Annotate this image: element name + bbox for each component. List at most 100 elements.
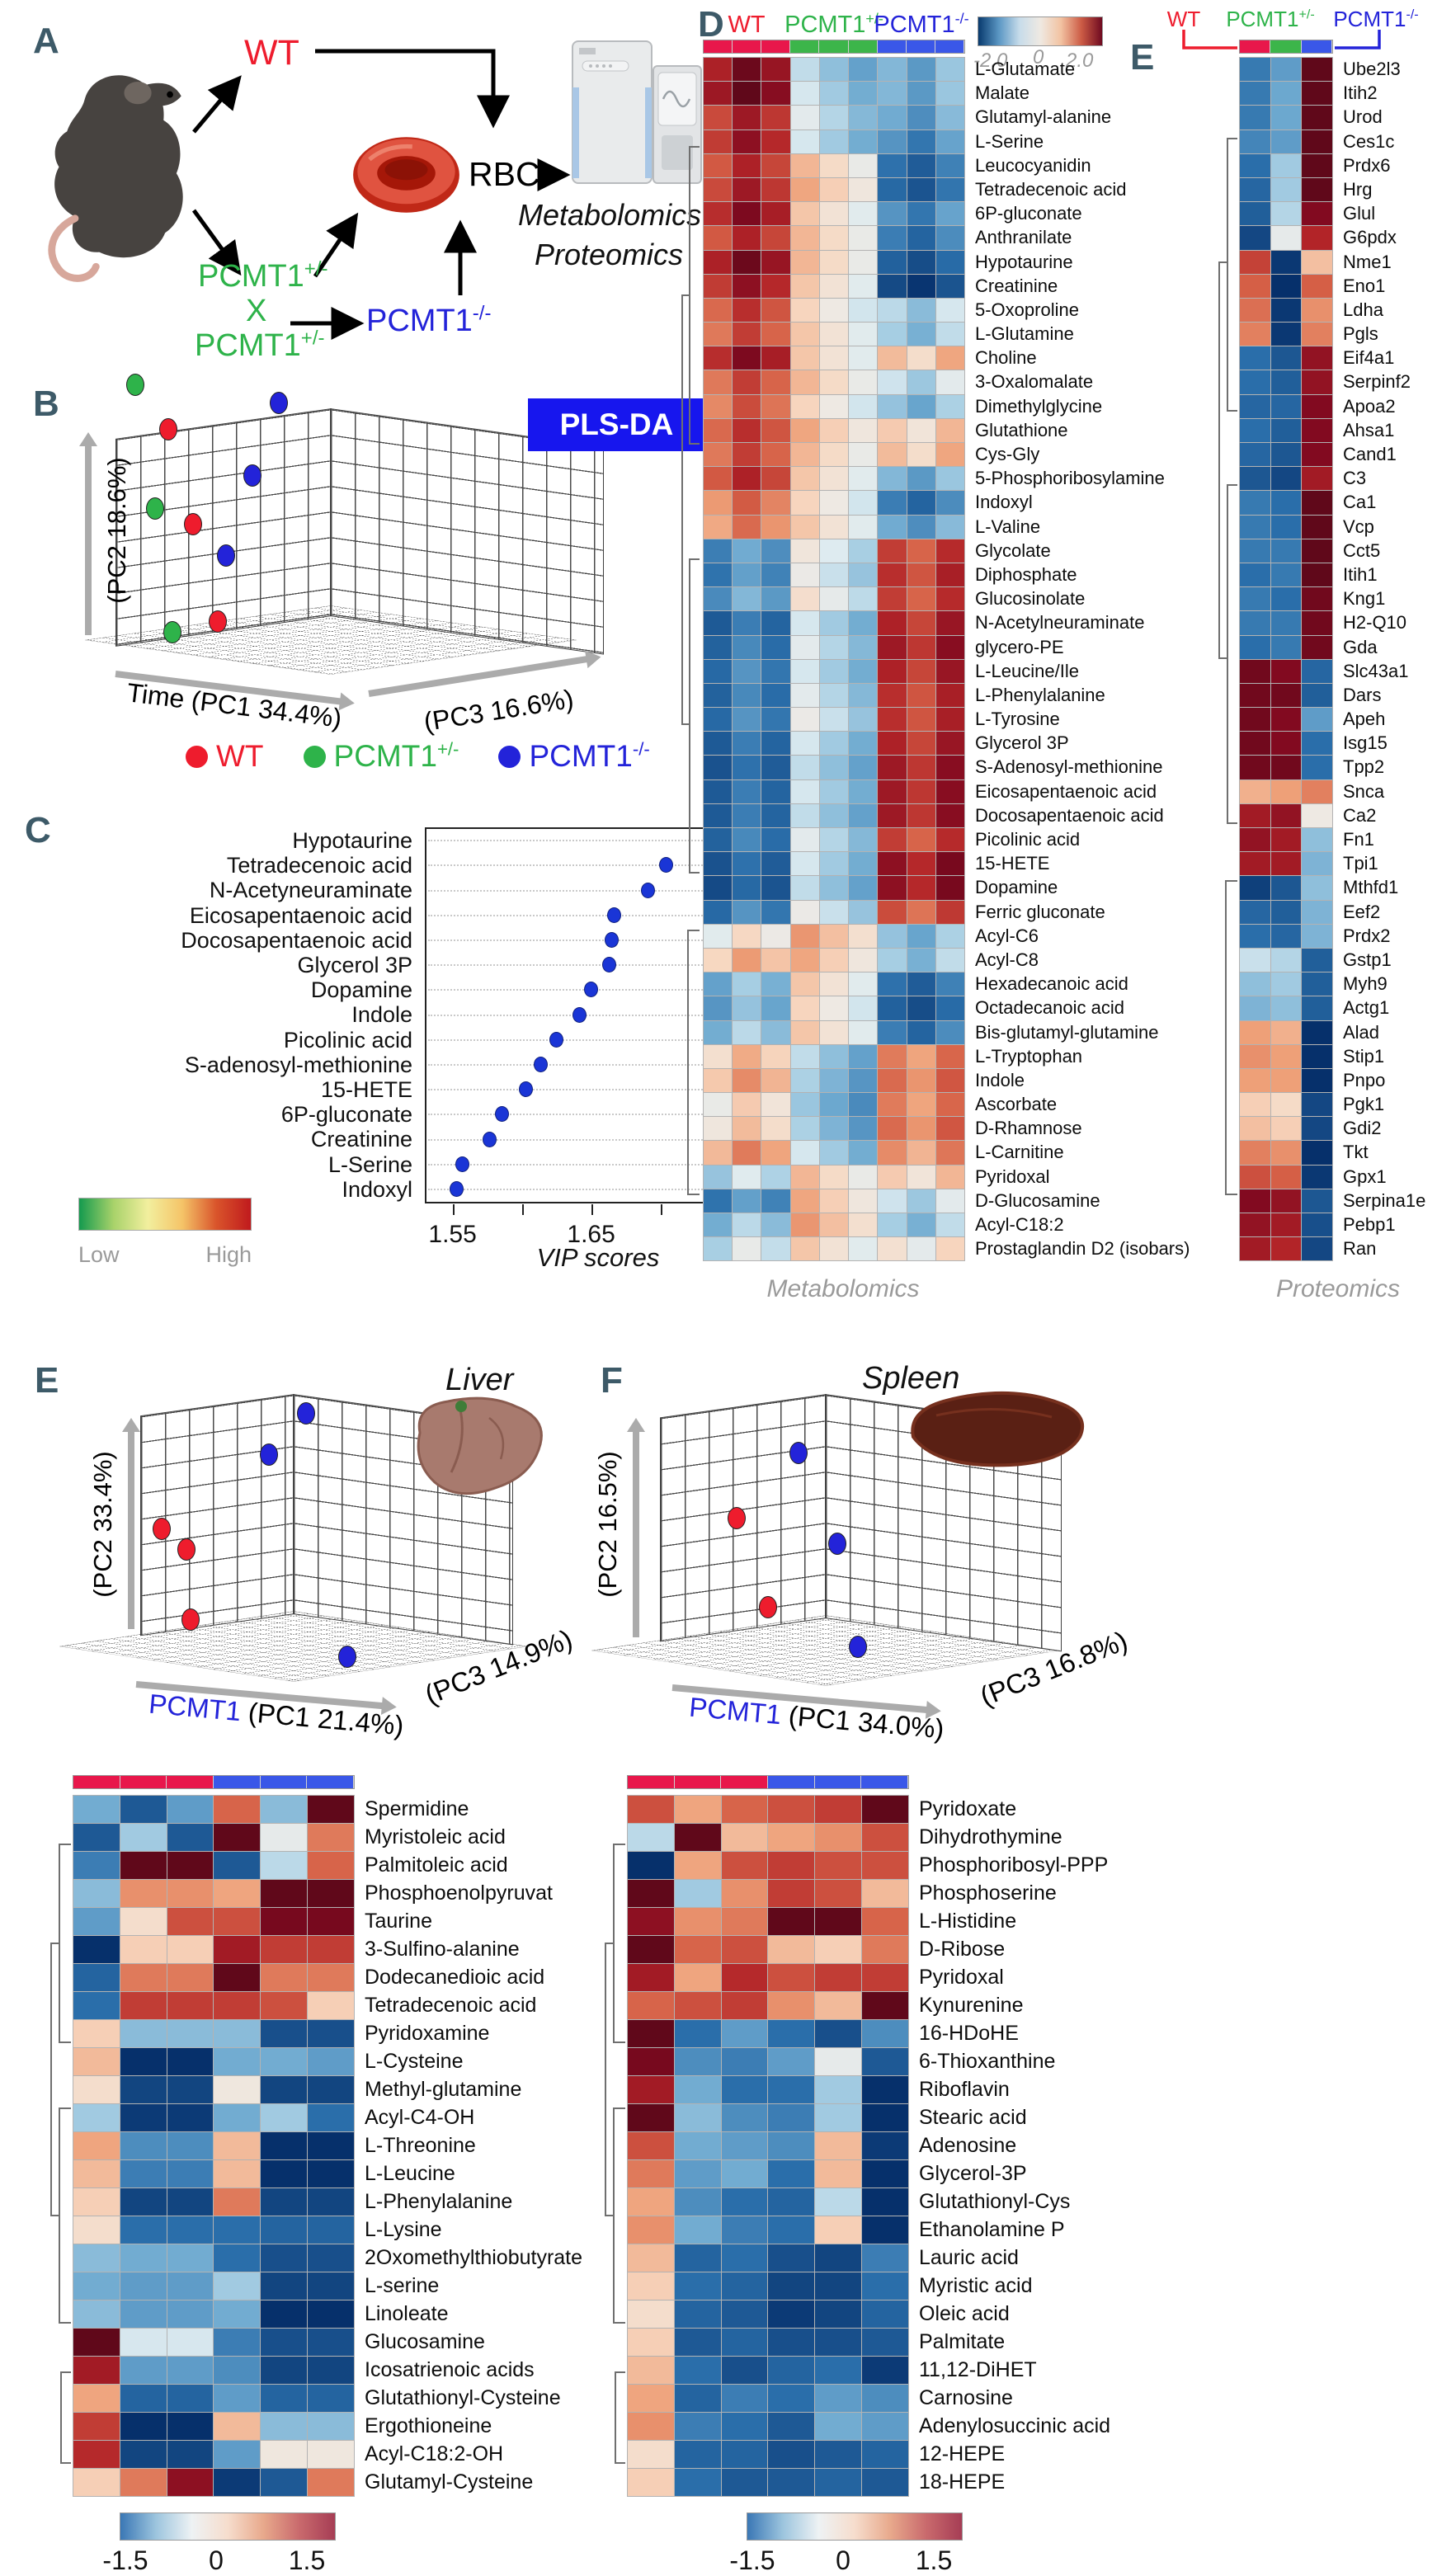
heatmap-cell [1302, 298, 1332, 323]
heatmap-cell [815, 1880, 862, 1907]
heatmap-cell [261, 2048, 308, 2075]
heatmap-cell [819, 298, 849, 323]
heatmap-row-label: Vcp [1343, 516, 1374, 537]
heatmap-cell [761, 1189, 790, 1213]
heatmap-cell [674, 2357, 721, 2384]
heatmap-row-label: Acyl-C6 [975, 925, 1039, 946]
heatmap-cell [214, 1852, 261, 1879]
heatmap-cell [120, 2301, 167, 2328]
heatmap-row-label: Fn1 [1343, 829, 1374, 850]
pc2-axis-label: (PC2 33.4%) [88, 1451, 117, 1598]
heatmap-cell [704, 1213, 733, 1237]
heatmap-cell [73, 2385, 120, 2412]
heatmap-cell [167, 1852, 214, 1879]
heatmap-row-label: Kng1 [1343, 588, 1386, 610]
heatmap-cell [790, 948, 819, 972]
heatmap-cell [167, 2020, 214, 2047]
heatmap-cell [120, 2244, 167, 2272]
heatmap-cell [261, 1992, 308, 2019]
heatmap-cell [73, 2301, 120, 2328]
metabolomics-caption: Metabolomics [766, 1275, 920, 1302]
heatmap-cell [1302, 1068, 1332, 1093]
heatmap-cell [733, 1068, 761, 1093]
heatmap-cell [849, 828, 878, 852]
heatmap-cell [935, 1189, 964, 1213]
heatmap-cell [733, 394, 761, 418]
heatmap-cell [935, 948, 964, 972]
heatmap-cell [167, 2413, 214, 2440]
vip-leader-line [428, 1138, 768, 1141]
heatmap-cell [907, 370, 935, 394]
panel-letter-e: E [1130, 37, 1155, 78]
heatmap-cell [733, 924, 761, 948]
heatmap-row-label: Dimethylglycine [975, 395, 1103, 417]
heatmap-cell [935, 900, 964, 924]
heatmap-cell [733, 323, 761, 346]
panel-letter-f: F [601, 1360, 623, 1401]
heatmap-cell [790, 659, 819, 683]
heatmap-cell [849, 803, 878, 827]
heatmap-row-label: Kynurenine [919, 1994, 1024, 2017]
heatmap-cell [849, 202, 878, 226]
heatmap-row-label: Apoa2 [1343, 395, 1396, 417]
heatmap-cell [721, 2160, 768, 2187]
heatmap-cell [214, 2272, 261, 2300]
heatmap-cell [704, 803, 733, 827]
heatmap-cell [935, 515, 964, 539]
heatmap-cell [704, 1117, 733, 1141]
heatmap-cell [761, 779, 790, 803]
heatmap-cell [935, 563, 964, 587]
vip-leader-line [428, 939, 768, 941]
heatmap-cell [733, 1213, 761, 1237]
heatmap-cell [815, 2441, 862, 2468]
heatmap-cell [790, 323, 819, 346]
heatmap-cell [849, 443, 878, 467]
heatmap-cell [167, 2469, 214, 2496]
sample-point-ko [243, 464, 261, 487]
heatmap-cell [907, 708, 935, 732]
heatmap-cell [1270, 756, 1302, 779]
heatmap-cell [261, 2132, 308, 2159]
heatmap-cell [819, 828, 849, 852]
heatmap-row-label: 3-Oxalomalate [975, 371, 1094, 393]
heatmap-cell [790, 153, 819, 177]
heatmap-cell [733, 106, 761, 130]
heatmap-cell [935, 274, 964, 298]
vip-score-dot [605, 931, 620, 948]
heatmap-cell [862, 1880, 908, 1907]
heatmap-row-label: Cand1 [1343, 444, 1397, 464]
vip-row-label: Docosapentaenoic acid [181, 927, 412, 953]
label-cross: X [246, 294, 267, 328]
heatmap-cell [1302, 443, 1332, 467]
heatmap-cell [733, 130, 761, 153]
heatmap-cell [1302, 803, 1332, 827]
heatmap-cell [733, 58, 761, 82]
heatmap-row-label: Prdx2 [1343, 925, 1391, 946]
group-bar-cell [73, 1776, 120, 1788]
heatmap-cell [721, 2357, 768, 2384]
heatmap-cell [849, 515, 878, 539]
heatmap-cell [1240, 924, 1270, 948]
heatmap-cell [733, 828, 761, 852]
heatmap-row-label: Octadecanoic acid [975, 997, 1124, 1019]
heatmap-cell [628, 2385, 674, 2412]
heatmap-cell [704, 924, 733, 948]
heatmap-cell [907, 683, 935, 708]
heatmap-cell [768, 2216, 815, 2244]
heatmap-cell [704, 1141, 733, 1165]
heatmap-cell [907, 803, 935, 827]
heatmap-cell [167, 1936, 214, 1963]
heatmap-row-label: L-Glutamine [975, 323, 1074, 345]
plsda-box: PLS-DA [528, 398, 705, 451]
heatmap-cell [790, 1237, 819, 1261]
proteomics-dendrogram [1218, 138, 1237, 1195]
heatmap-cell [704, 153, 733, 177]
heatmap-cell [849, 274, 878, 298]
heatmap-cell [674, 2413, 721, 2440]
heatmap-cell [935, 828, 964, 852]
heatmap-cell [790, 1165, 819, 1189]
heatmap-cell [704, 467, 733, 491]
group-bar-cell [1240, 40, 1271, 53]
heatmap-cell [1240, 563, 1270, 587]
heatmap-cell [849, 852, 878, 876]
